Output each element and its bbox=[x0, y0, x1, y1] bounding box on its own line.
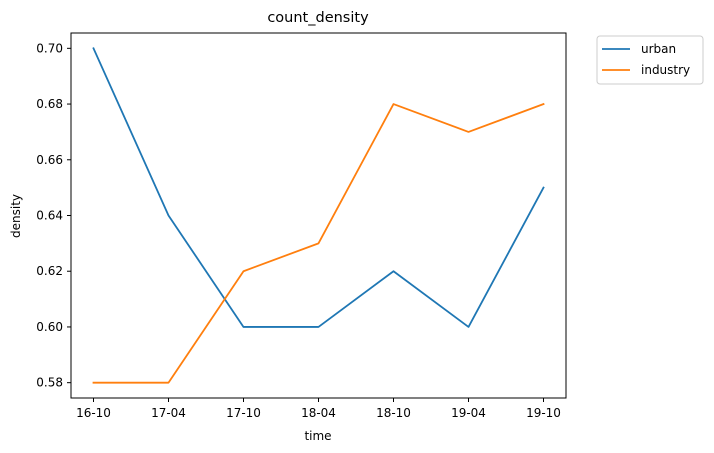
series-layer bbox=[92, 47, 545, 384]
legend: urban industry bbox=[596, 35, 704, 85]
y-tick-label: 0.58 bbox=[36, 376, 63, 390]
x-tick-label: 17-10 bbox=[226, 406, 261, 420]
y-tick-label: 0.66 bbox=[36, 153, 63, 167]
y-axis: 0.58 0.60 0.62 0.64 0.66 0.68 0.70 bbox=[36, 41, 71, 390]
y-axis-label: density bbox=[9, 194, 23, 238]
x-tick-label: 16-10 bbox=[76, 406, 111, 420]
y-tick-label: 0.62 bbox=[36, 264, 63, 278]
x-tick-label: 18-04 bbox=[301, 406, 336, 420]
x-tick-label: 17-04 bbox=[151, 406, 186, 420]
series-line-industry bbox=[92, 102, 545, 384]
x-tick-label: 18-10 bbox=[376, 406, 411, 420]
legend-label-urban: urban bbox=[641, 42, 676, 56]
y-tick-label: 0.64 bbox=[36, 209, 63, 223]
x-tick-label: 19-10 bbox=[526, 406, 561, 420]
series-line-urban bbox=[92, 47, 545, 328]
x-axis-label: time bbox=[304, 429, 331, 443]
x-axis: 16-10 17-04 17-10 18-04 18-10 19-04 19-10 bbox=[76, 398, 561, 420]
y-tick-label: 0.70 bbox=[36, 41, 63, 55]
plot-area-frame bbox=[70, 32, 567, 399]
legend-box bbox=[596, 35, 704, 85]
legend-label-industry: industry bbox=[641, 63, 690, 77]
x-tick-label: 19-04 bbox=[451, 406, 486, 420]
y-tick-label: 0.68 bbox=[36, 97, 63, 111]
y-tick-label: 0.60 bbox=[36, 320, 63, 334]
chart-title: count_density bbox=[267, 10, 369, 26]
